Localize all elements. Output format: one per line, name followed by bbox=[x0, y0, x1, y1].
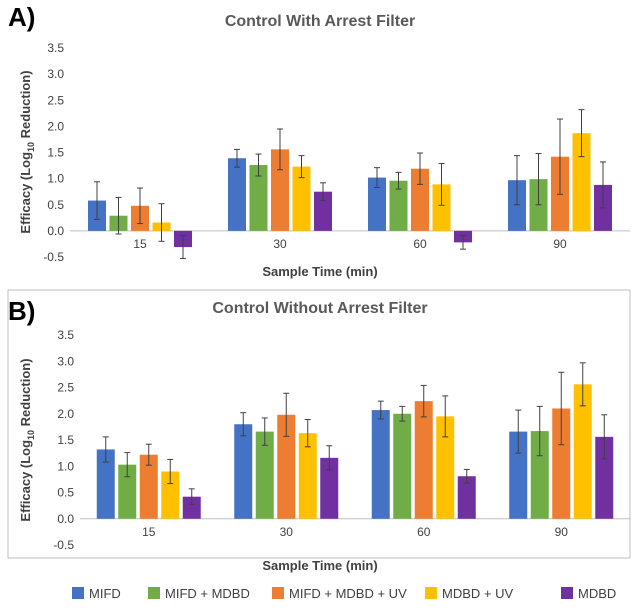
bar-b-mifd-90 bbox=[509, 431, 528, 519]
legend-swatch-mifd-mdbd bbox=[148, 587, 160, 599]
bar-b-mifd-60 bbox=[371, 410, 390, 519]
legend-swatch-mdbd bbox=[561, 587, 573, 599]
y-tick-label-a: -0.5 bbox=[43, 250, 64, 264]
x-tick-label-b: 90 bbox=[555, 525, 569, 539]
y-tick-label-a: 3.5 bbox=[47, 41, 64, 55]
y-tick-label-a: 2.5 bbox=[47, 93, 64, 107]
y-axis-title-b: Efficacy (Log10 Reduction) bbox=[18, 358, 36, 521]
bar-b-mifd-mdbd-uv-90 bbox=[552, 408, 571, 519]
bar-b-mifd-mdbd-30 bbox=[255, 431, 274, 519]
chart-panel-a: A) Control With Arrest Filter Sample Tim… bbox=[8, 2, 630, 279]
bar-a-mifd-mdbd-uv-60 bbox=[411, 168, 429, 231]
bar-b-mifd-mdbd-uv-60 bbox=[414, 401, 433, 519]
y-tick-label-a: 2.0 bbox=[47, 119, 64, 133]
bar-b-mdbd-uv-60 bbox=[436, 416, 455, 519]
x-tick-label-b: 30 bbox=[280, 525, 294, 539]
y-tick-label-a: 3.0 bbox=[47, 67, 64, 81]
bar-a-mdbd-uv-90 bbox=[572, 133, 591, 231]
x-tick-label-a: 30 bbox=[273, 237, 287, 251]
bar-b-mdbd-uv-30 bbox=[298, 433, 317, 519]
bar-b-mdbd-90 bbox=[595, 436, 614, 519]
legend-label: MDBD bbox=[578, 586, 616, 601]
x-tick-label-a: 60 bbox=[413, 237, 427, 251]
bar-a-mifd-30 bbox=[228, 158, 246, 231]
bar-b-mdbd-15 bbox=[182, 496, 201, 519]
bar-a-mifd-mdbd-60 bbox=[389, 180, 408, 231]
y-tick-label-b: 3.5 bbox=[57, 328, 74, 342]
bar-b-mifd-mdbd-60 bbox=[393, 413, 412, 519]
chart-panel-b: B) Control Without Arrest Filter Sample … bbox=[7, 289, 631, 573]
panel-label-a: A) bbox=[8, 2, 35, 32]
y-tick-label-b: -0.5 bbox=[53, 538, 74, 552]
bar-b-mifd-15 bbox=[96, 449, 115, 519]
bar-b-mdbd-60 bbox=[457, 476, 476, 519]
x-axis-title-a: Sample Time (min) bbox=[262, 264, 377, 279]
y-tick-label-b: 0.5 bbox=[57, 486, 74, 500]
legend-label: MIFD bbox=[89, 586, 121, 601]
bar-b-mdbd-uv-90 bbox=[573, 384, 592, 519]
x-axis-title-b: Sample Time (min) bbox=[262, 558, 377, 573]
legend-swatch-mifd bbox=[72, 587, 84, 599]
bar-b-mdbd-uv-15 bbox=[161, 471, 180, 519]
panel-b-frame bbox=[7, 289, 631, 559]
chart-title-b: Control Without Arrest Filter bbox=[212, 300, 427, 317]
bar-b-mifd-mdbd-uv-15 bbox=[139, 454, 158, 519]
bar-a-mifd-mdbd-uv-30 bbox=[271, 149, 289, 231]
bar-a-mifd-90 bbox=[508, 180, 526, 231]
x-tick-label-b: 15 bbox=[142, 525, 156, 539]
y-tick-label-a: 0.0 bbox=[47, 224, 64, 238]
bar-b-mifd-mdbd-90 bbox=[530, 431, 549, 519]
panel-label-b: B) bbox=[8, 296, 35, 326]
legend-label: MDBD + UV bbox=[442, 586, 513, 601]
x-tick-label-a: 90 bbox=[553, 237, 567, 251]
chart-title-a: Control With Arrest Filter bbox=[225, 13, 415, 30]
bar-b-mifd-mdbd-15 bbox=[118, 464, 137, 519]
x-tick-label-b: 60 bbox=[417, 525, 431, 539]
y-tick-label-b: 3.0 bbox=[57, 354, 74, 368]
y-tick-label-a: 1.5 bbox=[47, 146, 64, 160]
y-tick-label-a: 1.0 bbox=[47, 172, 64, 186]
legend: MIFD MIFD + MDBD MIFD + MDBD + UV MDBD + UV… bbox=[72, 586, 616, 601]
x-tick-label-a: 15 bbox=[133, 237, 147, 251]
bar-b-mifd-30 bbox=[234, 424, 253, 519]
bar-a-mifd-mdbd-30 bbox=[249, 165, 268, 231]
legend-label: MIFD + MDBD bbox=[165, 586, 250, 601]
y-tick-label-b: 0.0 bbox=[57, 512, 74, 526]
legend-swatch-mifd-mdbd-uv bbox=[272, 587, 284, 599]
y-tick-label-b: 2.5 bbox=[57, 381, 74, 395]
bar-b-mdbd-30 bbox=[320, 457, 339, 519]
y-axis-title-a: Efficacy (Log10 Reduction) bbox=[18, 70, 36, 233]
y-tick-label-b: 2.0 bbox=[57, 407, 74, 421]
y-tick-label-a: 0.5 bbox=[47, 198, 64, 212]
y-tick-label-b: 1.5 bbox=[57, 433, 74, 447]
bar-a-mdbd-uv-60 bbox=[432, 184, 451, 231]
bar-b-mifd-mdbd-uv-30 bbox=[277, 414, 296, 519]
bar-a-mdbd-30 bbox=[314, 191, 332, 231]
y-tick-label-b: 1.0 bbox=[57, 459, 74, 473]
legend-label: MIFD + MDBD + UV bbox=[289, 586, 407, 601]
legend-swatch-mdbd-uv bbox=[425, 587, 437, 599]
bar-a-mdbd-uv-30 bbox=[292, 166, 311, 231]
bar-a-mifd-60 bbox=[368, 177, 386, 231]
